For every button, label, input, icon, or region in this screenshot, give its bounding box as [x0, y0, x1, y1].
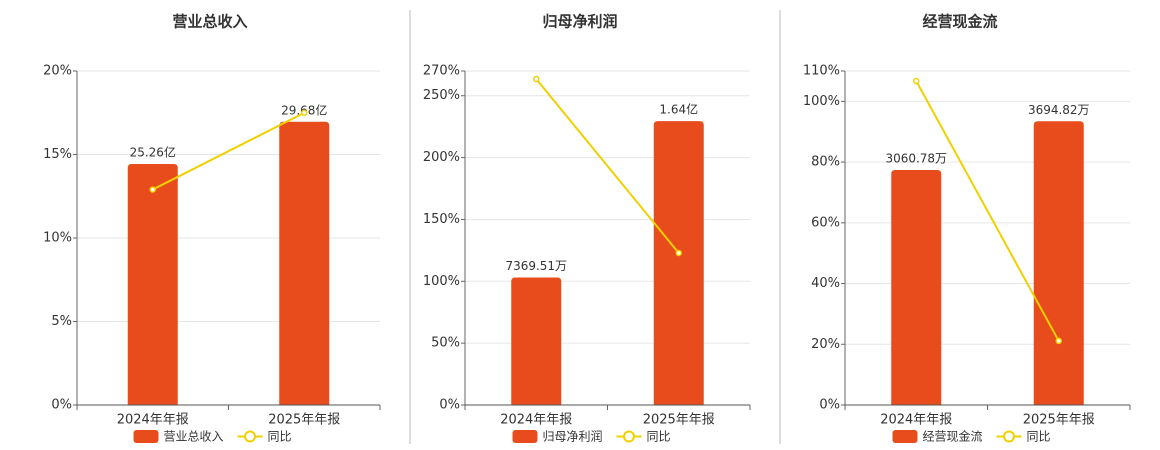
- y-tick-label: 270%: [423, 64, 460, 79]
- line: [152, 111, 305, 191]
- bar: [891, 169, 942, 405]
- legend-swatch: [244, 430, 257, 443]
- x-tick-label: 2024年年报: [117, 413, 189, 428]
- data-label: 3694.82万: [1028, 103, 1090, 117]
- legend-label: 同比: [1027, 430, 1051, 444]
- legend-label: 同比: [647, 430, 671, 444]
- legend-label: 营业总收入: [164, 430, 224, 444]
- legend-label: 归母净利润: [543, 430, 603, 444]
- x-tick-label: 2024年年报: [500, 413, 572, 428]
- legend-swatch: [892, 430, 918, 443]
- data-label: 7369.51万: [505, 259, 567, 273]
- line-point: [301, 109, 308, 116]
- y-tick-label: 150%: [423, 212, 460, 227]
- bar: [127, 163, 178, 405]
- y-tick-label: 200%: [423, 150, 460, 165]
- line: [535, 78, 680, 254]
- y-tick-label: 100%: [803, 94, 840, 109]
- y-tick-label: 110%: [803, 64, 840, 79]
- bar: [279, 121, 330, 405]
- y-tick-label: 80%: [811, 155, 840, 170]
- data-label: 1.64亿: [659, 102, 698, 117]
- y-tick-label: 40%: [811, 276, 840, 291]
- x-tick-label: 2025年年报: [643, 413, 715, 428]
- y-tick-label: 0%: [439, 398, 460, 413]
- legend-label: 经营现金流: [923, 429, 983, 444]
- y-tick-label: 15%: [43, 147, 72, 162]
- y-tick-label: 100%: [423, 274, 460, 289]
- x-tick-label: 2024年年报: [880, 413, 952, 428]
- chart-title: 经营现金流: [922, 13, 997, 31]
- line-point: [1055, 337, 1062, 345]
- data-label: 3060.78万: [885, 151, 947, 165]
- x-tick-label: 2025年年报: [268, 413, 340, 428]
- bar: [511, 277, 562, 405]
- y-tick-label: 20%: [43, 64, 72, 79]
- bar: [653, 121, 704, 406]
- y-tick-label: 20%: [811, 337, 840, 352]
- data-label: 25.26亿: [130, 144, 176, 159]
- line-point: [675, 249, 682, 257]
- legend-swatch: [512, 430, 538, 443]
- y-tick-label: 50%: [431, 336, 460, 351]
- line-point: [913, 77, 920, 85]
- y-tick-label: 10%: [43, 231, 72, 246]
- legend-swatch: [623, 430, 636, 443]
- y-tick-label: 0%: [51, 398, 72, 413]
- chart-title: 营业总收入: [172, 13, 247, 31]
- y-tick-label: 0%: [819, 398, 840, 413]
- legend-swatch: [133, 430, 159, 443]
- legend-swatch: [1003, 430, 1016, 443]
- y-tick-label: 5%: [51, 314, 72, 329]
- line-point: [533, 75, 540, 83]
- legend-label: 同比: [268, 430, 292, 444]
- line: [915, 80, 1060, 342]
- bar: [1033, 121, 1084, 405]
- y-tick-label: 250%: [423, 88, 460, 103]
- line-point: [149, 186, 156, 193]
- chart-title: 归母净利润: [542, 13, 617, 31]
- y-tick-label: 60%: [811, 215, 840, 230]
- x-tick-label: 2025年年报: [1023, 413, 1095, 428]
